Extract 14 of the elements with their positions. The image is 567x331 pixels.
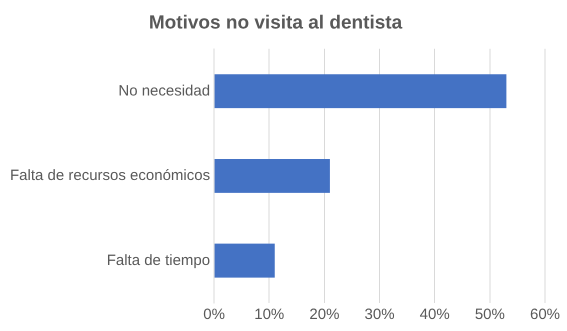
y-tick-label: No necesidad: [118, 82, 210, 100]
x-tick-label: 10%: [254, 306, 284, 324]
x-tick-label: 40%: [420, 306, 450, 324]
y-tick-label: Falta de tiempo: [106, 252, 210, 269]
x-tick-label: 30%: [364, 306, 395, 324]
bar: [214, 74, 506, 108]
chart-title: Motivos no visita al dentista: [148, 12, 403, 34]
x-tick-label: 0%: [203, 306, 225, 324]
bar: [214, 158, 330, 193]
x-tick-label: 60%: [530, 306, 560, 324]
x-tick-label: 50%: [474, 306, 505, 324]
x-tick-label: 20%: [309, 306, 340, 324]
bar: [214, 244, 275, 278]
y-tick-label: Falta de recursos económicos: [10, 167, 210, 184]
